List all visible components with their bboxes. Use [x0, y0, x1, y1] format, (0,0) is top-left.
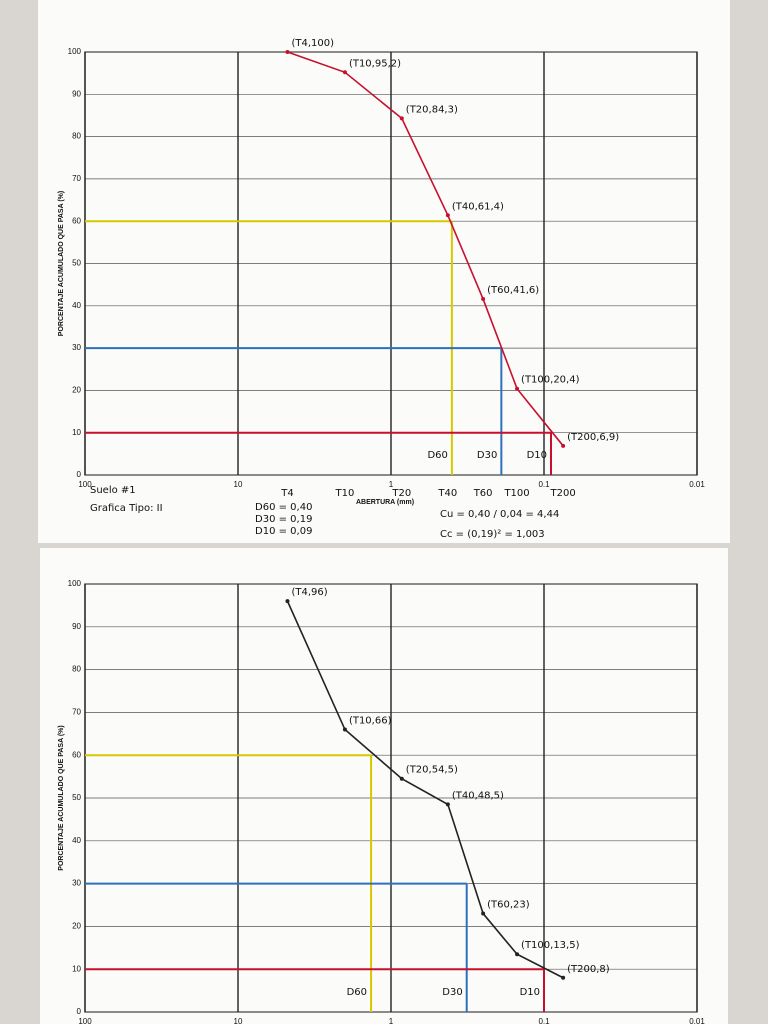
x-tick-label: 1 — [389, 480, 394, 489]
y-tick-label: 40 — [72, 836, 81, 845]
x-tick-label: 10 — [234, 480, 243, 489]
y-tick-label: 60 — [72, 750, 81, 759]
y-tick-label: 70 — [72, 708, 81, 717]
data-point — [342, 727, 347, 732]
x-tick-label: 100 — [78, 1017, 92, 1024]
x-tick-label: 0.1 — [538, 480, 550, 489]
y-tick-label: 20 — [72, 386, 81, 395]
x-tick-label: 0.1 — [538, 1017, 550, 1024]
data-point — [342, 70, 347, 75]
data-point — [399, 776, 404, 781]
x-tick-label: 100 — [78, 480, 92, 489]
y-tick-label: 30 — [72, 879, 81, 888]
sieve-label: T200 — [550, 488, 576, 499]
sieve-label: T60 — [473, 488, 493, 499]
data-point — [515, 952, 520, 957]
sieve-label: T100 — [503, 488, 529, 499]
data-point — [481, 297, 486, 302]
y-tick-label: 70 — [72, 174, 81, 183]
y-tick-label: 0 — [77, 1007, 82, 1016]
reference-label: D30 — [442, 987, 462, 998]
y-axis-title: PORCENTAJE ACUMULADO QUE PASA (%) — [58, 725, 65, 870]
point-label: (T20,84,3) — [406, 104, 458, 115]
point-label: (T100,20,4) — [521, 375, 580, 386]
x-tick-label: 0.01 — [689, 480, 705, 489]
y-tick-label: 60 — [72, 216, 81, 225]
sieve-label: T40 — [437, 488, 457, 499]
point-label: (T4,96) — [291, 587, 327, 598]
y-tick-label: 10 — [72, 428, 81, 437]
x-tick-label: 10 — [234, 1017, 243, 1024]
y-tick-label: 40 — [72, 301, 81, 310]
point-label: (T4,100) — [291, 38, 334, 49]
y-tick-label: 50 — [72, 793, 81, 802]
point-label: (T40,48,5) — [452, 790, 504, 801]
y-tick-label: 80 — [72, 665, 81, 674]
y-tick-label: 100 — [68, 47, 82, 56]
paper — [38, 0, 730, 543]
y-tick-label: 80 — [72, 132, 81, 141]
x-tick-label: 0.01 — [689, 1017, 705, 1024]
data-point — [561, 443, 566, 448]
sieve-label: T20 — [391, 488, 411, 499]
point-label: (T10,95,2) — [349, 58, 401, 69]
reference-label: D60 — [347, 987, 367, 998]
point-label: (T200,6,9) — [567, 432, 619, 443]
point-label: (T60,41,6) — [487, 285, 539, 296]
handwritten-note: Grafica Tipo: II — [90, 503, 163, 514]
sieve-label: T4 — [280, 488, 293, 499]
x-axis-title: ABERTURA (mm) — [356, 499, 414, 506]
data-point — [561, 975, 566, 980]
point-label: (T10,66) — [349, 716, 392, 727]
paper — [40, 548, 728, 1024]
point-label: (T20,54,5) — [406, 765, 458, 776]
x-tick-label: 1 — [389, 1017, 394, 1024]
y-tick-label: 0 — [77, 470, 82, 479]
handwritten-note: D60 = 0,40 — [255, 502, 312, 513]
reference-label: D60 — [427, 450, 447, 461]
reference-label: D30 — [477, 450, 497, 461]
data-point — [481, 911, 486, 916]
point-label: (T100,13,5) — [521, 940, 580, 951]
reference-label: D10 — [520, 987, 540, 998]
handwritten-note: D10 = 0,09 — [255, 526, 312, 537]
data-point — [445, 213, 450, 218]
data-point — [445, 802, 450, 807]
sieve-label: T10 — [335, 488, 355, 499]
reference-label: D10 — [527, 450, 547, 461]
y-tick-label: 100 — [68, 579, 82, 588]
y-tick-label: 50 — [72, 259, 81, 268]
data-point — [285, 50, 290, 54]
y-tick-label: 30 — [72, 343, 81, 352]
point-label: (T60,23) — [487, 900, 530, 911]
y-tick-label: 10 — [72, 964, 81, 973]
y-tick-label: 90 — [72, 89, 81, 98]
handwritten-note: Cc = (0,19)² = 1,003 — [440, 529, 545, 540]
y-tick-label: 90 — [72, 622, 81, 631]
point-label: (T40,61,4) — [452, 201, 504, 212]
y-axis-title: PORCENTAJE ACUMULADO QUE PASA (%) — [58, 191, 65, 336]
handwritten-note: D30 = 0,19 — [255, 514, 312, 525]
point-label: (T200,8) — [567, 964, 610, 975]
data-point — [515, 386, 520, 391]
handwritten-note: Suelo #1 — [90, 485, 136, 496]
data-point — [285, 599, 290, 604]
handwritten-note: Cu = 0,40 / 0,04 = 4,44 — [440, 509, 559, 520]
y-tick-label: 20 — [72, 922, 81, 931]
data-point — [399, 116, 404, 121]
